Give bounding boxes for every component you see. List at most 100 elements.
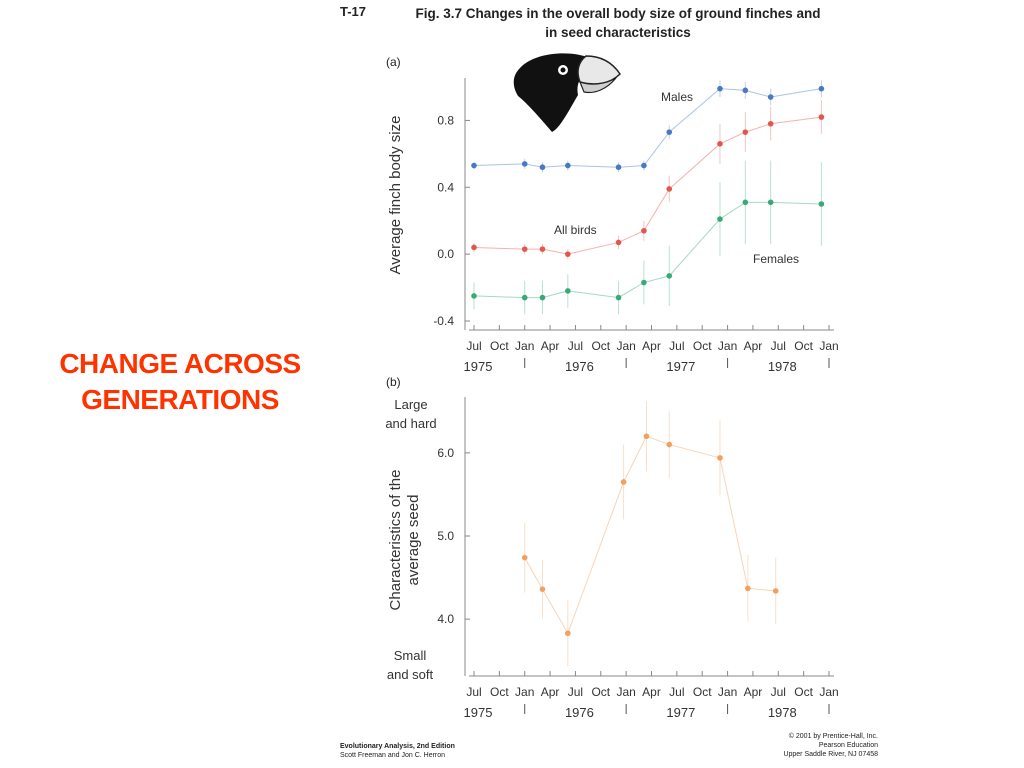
main-title-line2: GENERATIONS <box>81 384 279 415</box>
panel-a-y-tick-label: 0.8 <box>437 113 454 127</box>
panel-b-x-tick-label: Jan <box>819 685 838 699</box>
panel-a-point-all-birds <box>666 186 673 192</box>
panel-a-x-tick-label: Apr <box>541 339 560 353</box>
panel-a-x-tick-label: Oct <box>591 339 610 353</box>
footer-right: © 2001 by Prentice-Hall, Inc. Pearson Ed… <box>700 732 878 759</box>
panel-a-x-tick-label: Jan <box>616 339 635 353</box>
top-label-line2: and hard <box>385 416 436 431</box>
panel-a-point-all-birds <box>742 129 749 135</box>
series-label-all-birds: All birds <box>554 223 597 237</box>
panel-b-year-label: 1975 <box>464 705 493 720</box>
figure-title-line1: Fig. 3.7 Changes in the overall body siz… <box>415 6 821 21</box>
panel-b-x-tick-label: Oct <box>490 685 509 699</box>
footer-right-line1: © 2001 by Prentice-Hall, Inc. <box>788 733 878 740</box>
panel-b-y-axis-label-line2: average seed <box>405 495 422 586</box>
panel-b-point-seed <box>772 588 779 594</box>
panel-a-x-tick-label: Jan <box>515 339 534 353</box>
panel-a-point-females <box>521 294 528 301</box>
panel-b-ticks: 4.0 5.0 6.0 Jul Oct Jan Apr Jul Oct Jan Apr Jul Oct J… <box>437 397 839 720</box>
panel-b-label: (b) <box>386 375 401 389</box>
panel-a-year-label: 1976 <box>565 359 594 374</box>
panel-a-x-tick-label: Jan <box>718 339 737 353</box>
panel-b-x-tick-label: Jul <box>568 685 583 699</box>
panel-a-x-tick-label: Apr <box>744 339 763 353</box>
panel-a-point-females <box>767 199 774 206</box>
panel-a-series <box>471 80 825 315</box>
bottom-label-line2: and soft <box>387 667 434 682</box>
figure-title-line2: in seed characteristics <box>545 25 691 40</box>
panel-a-point-males <box>615 164 622 171</box>
panel-b-year-label: 1977 <box>666 705 695 720</box>
panel-a-point-females <box>539 294 546 301</box>
panel-a-point-females <box>565 288 571 294</box>
panel-a-point-females <box>717 216 723 222</box>
panel-b-x-tick-label: Jan <box>616 685 635 699</box>
panel-b-x-tick-label: Apr <box>744 685 763 699</box>
panel-a-point-all-birds <box>539 246 546 252</box>
panel-a-ticks: -0.4 0.0 0.4 0.8 Jul Oct Jan Apr Jul Oct Jan Apr Jul… <box>433 78 839 374</box>
footer-right-line2: Pearson Education <box>818 742 878 749</box>
panel-a-y-tick-label: -0.4 <box>433 314 454 328</box>
panel-a-x-tick-label: Oct <box>693 339 712 353</box>
footer-left-line1: Evolutionary Analysis, 2nd Edition <box>340 743 455 750</box>
panel-b-point-seed <box>717 455 723 461</box>
panel-a-point-all-birds <box>641 227 647 234</box>
panel-a-year-label: 1977 <box>666 359 695 374</box>
footer-right-line3: Upper Saddle River, NJ 07458 <box>783 751 878 758</box>
panel-a-x-tick-label: Oct <box>490 339 509 353</box>
panel-b-x-tick-label: Jul <box>466 685 481 699</box>
panel-b-point-seed <box>666 441 673 448</box>
panel-a-point-males <box>818 85 825 92</box>
panel-b-year-label: 1978 <box>768 705 797 720</box>
chart-panel-b: (b) Characteristics of the average seed … <box>385 375 838 720</box>
finch-head-icon <box>513 53 621 133</box>
main-title-line1: CHANGE ACROSS <box>59 348 301 379</box>
main-title: CHANGE ACROSS GENERATIONS <box>10 346 350 418</box>
panel-a-point-males <box>666 129 673 135</box>
panel-a-y-axis-label: Average finch body size <box>387 116 404 275</box>
panel-b-series-line-seed <box>524 435 776 635</box>
panel-a-point-all-birds <box>717 141 723 147</box>
panel-b-x-tick-label: Apr <box>541 685 560 699</box>
panel-b-y-tick-label: 5.0 <box>437 529 454 543</box>
panel-a-point-all-birds <box>565 251 571 257</box>
panel-b-x-tick-label: Apr <box>642 685 661 699</box>
panel-b-point-seed <box>643 433 650 440</box>
slide-number: T-17 <box>340 4 367 19</box>
panel-a-x-tick-label: Oct <box>794 339 813 353</box>
panel-a-point-males <box>539 164 546 171</box>
panel-a-year-label: 1975 <box>464 359 493 374</box>
panel-a-year-label: 1978 <box>768 359 797 374</box>
panel-a-point-all-birds <box>767 120 774 127</box>
footer-left: Evolutionary Analysis, 2nd Edition Scott… <box>340 742 455 760</box>
panel-b-point-seed <box>521 554 528 561</box>
panel-b-x-tick-label: Jan <box>515 685 534 699</box>
panel-a-point-all-birds <box>471 244 477 251</box>
panel-a-x-tick-label: Jul <box>466 339 481 353</box>
panel-a-point-males <box>767 94 774 100</box>
series-label-females: Females <box>753 252 799 266</box>
panel-a-point-females <box>666 273 673 279</box>
panel-b-y-axis-label: Characteristics of the average seed <box>387 470 422 611</box>
panel-a-point-females <box>615 294 622 301</box>
panel-b-y-tick-label: 4.0 <box>437 612 454 626</box>
panel-a-point-females <box>471 293 477 299</box>
top-label-line1: Large <box>394 397 427 412</box>
panel-a-point-males <box>521 161 528 167</box>
panel-a-y-tick-label: 0.0 <box>437 247 454 261</box>
bottom-label-line1: Small <box>394 648 427 663</box>
series-label-males: Males <box>661 90 693 104</box>
panel-a-x-tick-label: Apr <box>642 339 661 353</box>
panel-a-label: (a) <box>386 55 401 69</box>
panel-b-x-tick-label: Jul <box>669 685 684 699</box>
panel-a-x-tick-label: Jan <box>819 339 838 353</box>
panel-a-point-females <box>641 279 647 286</box>
panel-b-point-seed <box>745 585 751 592</box>
panel-b-series <box>521 401 779 667</box>
panel-b-x-tick-label: Oct <box>591 685 610 699</box>
panel-a-point-females <box>742 199 749 206</box>
panel-a-point-all-birds <box>615 239 622 246</box>
panel-a-point-males <box>742 87 749 94</box>
